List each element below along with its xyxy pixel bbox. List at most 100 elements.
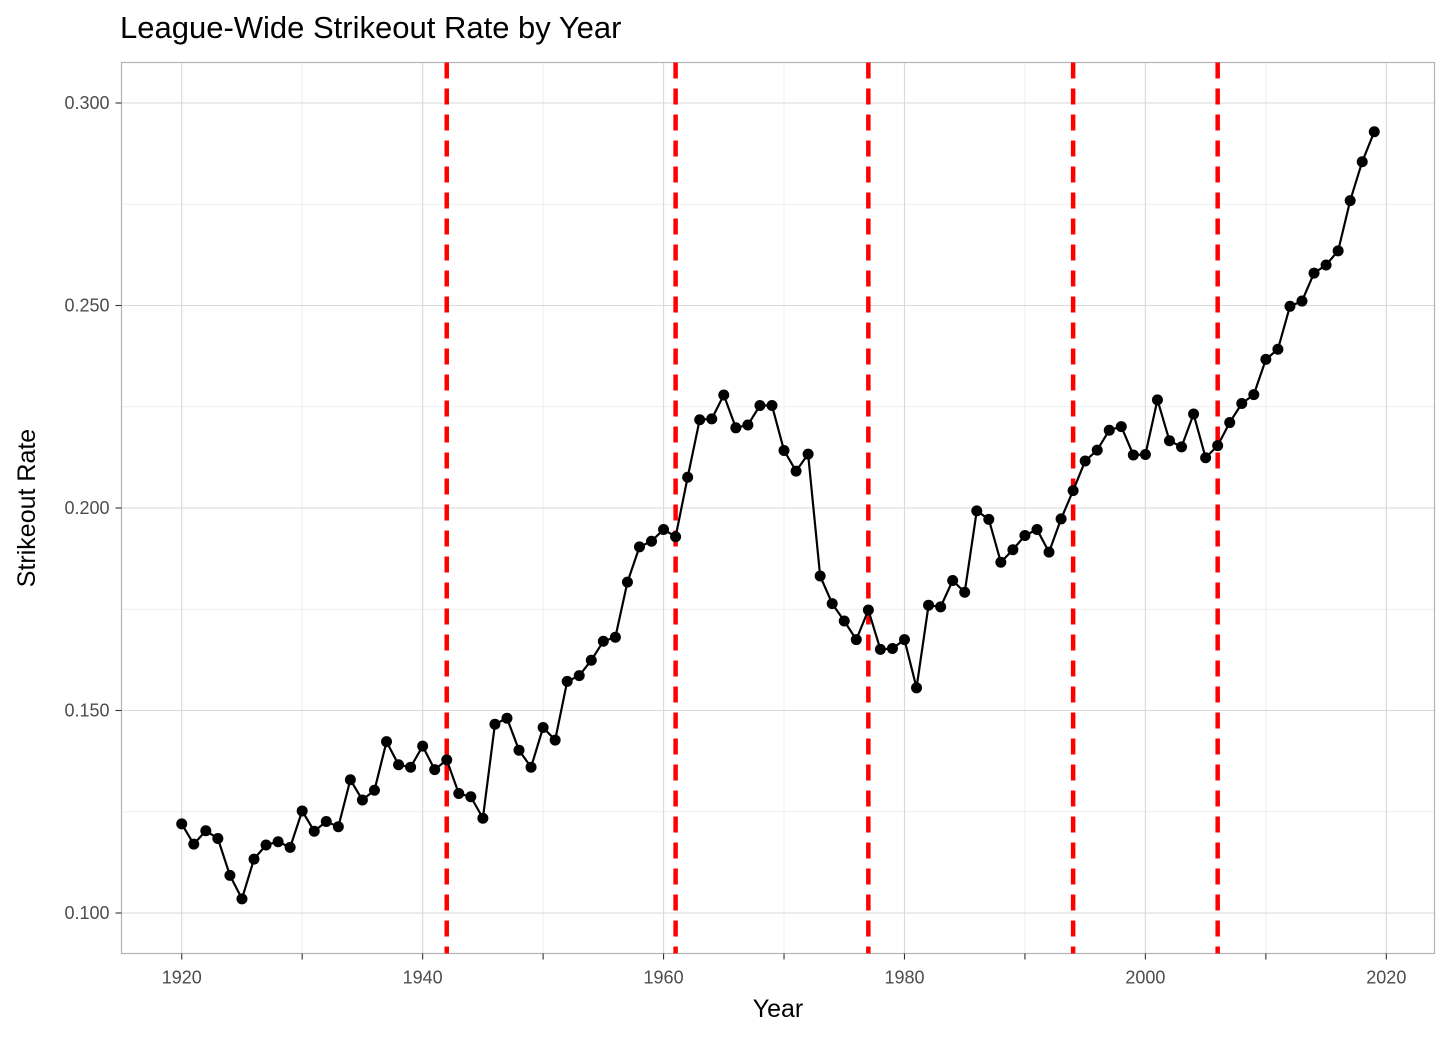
data-point xyxy=(802,448,814,460)
data-point xyxy=(248,853,260,865)
data-point xyxy=(405,761,417,773)
data-point xyxy=(1332,245,1344,257)
data-point xyxy=(513,744,525,756)
y-axis: 0.100 0.150 0.200 0.250 0.300 xyxy=(64,93,122,923)
y-tick-label: 0.250 xyxy=(64,296,109,316)
data-point xyxy=(971,505,983,517)
data-point xyxy=(561,675,573,687)
data-point xyxy=(1067,485,1079,497)
data-point xyxy=(1272,343,1284,355)
data-point xyxy=(429,764,441,776)
data-point xyxy=(1248,389,1260,401)
x-axis: 1920 1940 1960 1980 2000 2020 xyxy=(162,953,1406,988)
data-point xyxy=(477,812,489,824)
data-point xyxy=(236,893,248,905)
data-point xyxy=(441,754,453,766)
data-point xyxy=(1356,156,1368,168)
data-point xyxy=(537,722,549,734)
data-point xyxy=(814,570,826,582)
data-point xyxy=(730,422,742,434)
data-point xyxy=(320,815,332,827)
y-tick-label: 0.150 xyxy=(64,701,109,721)
data-point xyxy=(1212,440,1224,452)
data-point xyxy=(923,599,935,611)
data-point xyxy=(1296,295,1308,307)
x-axis-title: Year xyxy=(753,995,804,1023)
data-point xyxy=(646,535,658,547)
data-point xyxy=(1091,444,1103,456)
data-point xyxy=(356,794,368,806)
data-point xyxy=(597,635,609,647)
x-tick-label: 2020 xyxy=(1366,968,1406,988)
x-tick-label: 1960 xyxy=(644,968,684,988)
data-point xyxy=(694,414,706,426)
data-point xyxy=(790,465,802,477)
data-point xyxy=(1007,544,1019,556)
data-point xyxy=(368,784,380,796)
x-tick-label: 2000 xyxy=(1125,968,1165,988)
strikeout-rate-line xyxy=(180,131,1376,902)
data-point xyxy=(947,574,959,586)
data-point xyxy=(1260,353,1272,365)
data-point xyxy=(670,531,682,543)
data-point xyxy=(176,818,188,830)
data-point xyxy=(682,471,694,483)
data-point xyxy=(1031,523,1043,535)
x-tick-label: 1940 xyxy=(403,968,443,988)
chart-title: League-Wide Strikeout Rate by Year xyxy=(120,10,621,45)
major-gridlines xyxy=(121,62,1435,954)
data-point xyxy=(344,774,356,786)
data-point xyxy=(911,682,923,694)
y-tick-label: 0.300 xyxy=(64,93,109,113)
data-point xyxy=(1224,417,1236,429)
data-point xyxy=(983,513,995,525)
data-point xyxy=(212,832,224,844)
data-point xyxy=(621,576,633,588)
data-point xyxy=(453,788,465,800)
data-point xyxy=(585,654,597,666)
data-point xyxy=(525,761,537,773)
data-point xyxy=(898,634,910,646)
data-point xyxy=(200,825,212,837)
data-point xyxy=(959,586,971,598)
y-tick-label: 0.200 xyxy=(64,498,109,518)
data-point xyxy=(308,825,320,837)
data-point xyxy=(224,869,236,881)
reference-lines xyxy=(444,62,1220,954)
data-point xyxy=(1284,300,1296,312)
data-point xyxy=(706,413,718,425)
data-point xyxy=(381,736,393,748)
y-tick-label: 0.100 xyxy=(64,903,109,923)
data-point xyxy=(718,389,730,401)
data-point xyxy=(778,444,790,456)
data-point xyxy=(272,836,284,848)
data-point xyxy=(1103,424,1115,436)
data-point xyxy=(1019,530,1031,542)
data-point xyxy=(995,556,1007,568)
data-point xyxy=(1176,441,1188,453)
data-point xyxy=(501,712,513,724)
data-point xyxy=(1368,126,1380,138)
data-point xyxy=(874,643,886,655)
data-point xyxy=(260,839,272,851)
data-point xyxy=(1320,259,1332,271)
data-point xyxy=(838,615,850,627)
data-point xyxy=(826,598,838,610)
data-point xyxy=(1115,421,1127,433)
data-point xyxy=(1236,398,1248,410)
data-point xyxy=(1079,455,1091,467)
data-point xyxy=(633,541,645,553)
data-point xyxy=(1200,452,1212,464)
data-point xyxy=(1308,267,1320,279)
data-point xyxy=(742,419,754,431)
data-point xyxy=(1163,435,1175,447)
data-point xyxy=(754,400,766,412)
data-point xyxy=(296,805,308,817)
data-point xyxy=(465,791,477,803)
x-tick-label: 1980 xyxy=(884,968,924,988)
data-point xyxy=(393,759,405,771)
data-point xyxy=(862,604,874,616)
data-point xyxy=(1055,513,1067,525)
data-point xyxy=(1188,408,1200,420)
